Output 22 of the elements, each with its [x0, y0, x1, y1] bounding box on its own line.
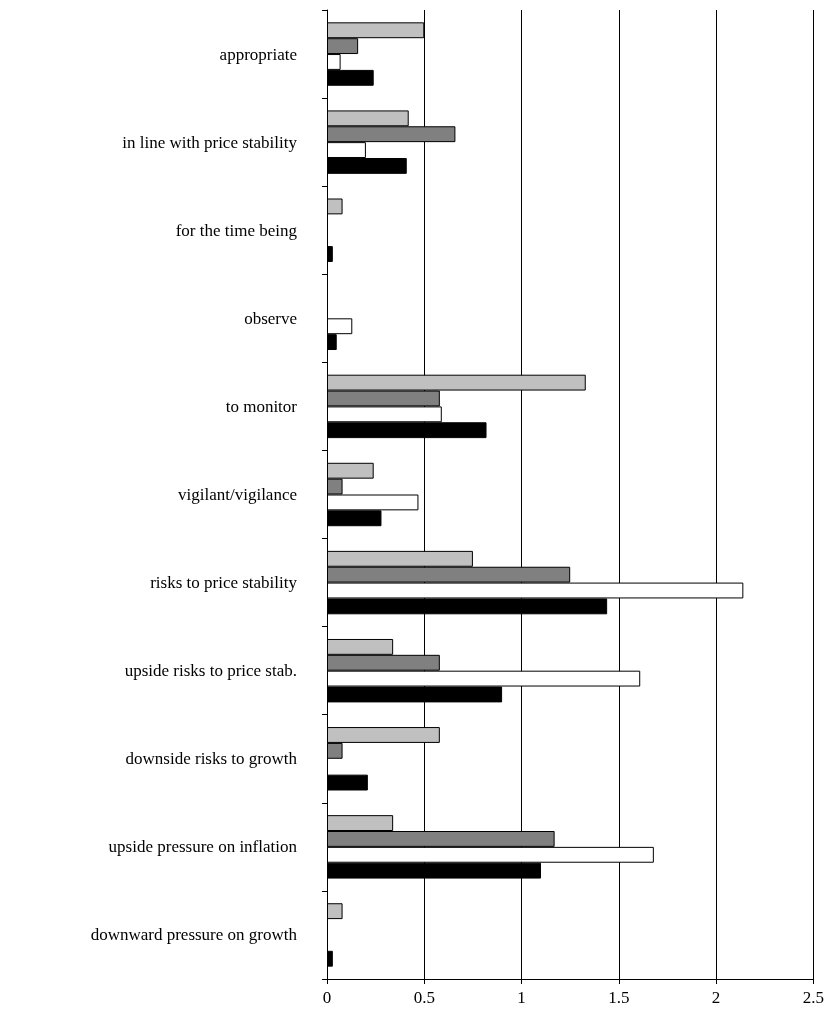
x-tick-label: 0.5 — [413, 988, 435, 1007]
y-tick-label: observe — [244, 308, 297, 328]
y-tick-label: in line with price stability — [122, 132, 298, 152]
y-tick-label: to monitor — [225, 396, 298, 416]
bar — [327, 950, 333, 967]
y-tick-label: downward pressure on growth — [90, 925, 298, 945]
bar — [327, 246, 333, 262]
x-tick-label: 1.5 — [608, 988, 630, 1007]
y-tick-label: upside risks to price stab. — [124, 661, 297, 681]
x-tick-label: 0 — [322, 988, 332, 1007]
bar — [327, 903, 343, 920]
y-tick-label: appropriate — [219, 44, 297, 64]
x-tick-label: 1 — [517, 988, 526, 1007]
x-tick-label: 2.5 — [802, 988, 824, 1007]
bar — [327, 198, 343, 215]
y-tick-label: upside pressure on inflation — [108, 837, 298, 857]
y-tick-label: risks to price stability — [150, 573, 298, 593]
y-tick-label: vigilant/vigilance — [178, 485, 297, 504]
y-tick-label: downside risks to growth — [125, 749, 298, 769]
bar — [327, 774, 368, 791]
y-tick-label: for the time being — [175, 220, 298, 240]
x-tick-label: 2 — [711, 988, 721, 1007]
